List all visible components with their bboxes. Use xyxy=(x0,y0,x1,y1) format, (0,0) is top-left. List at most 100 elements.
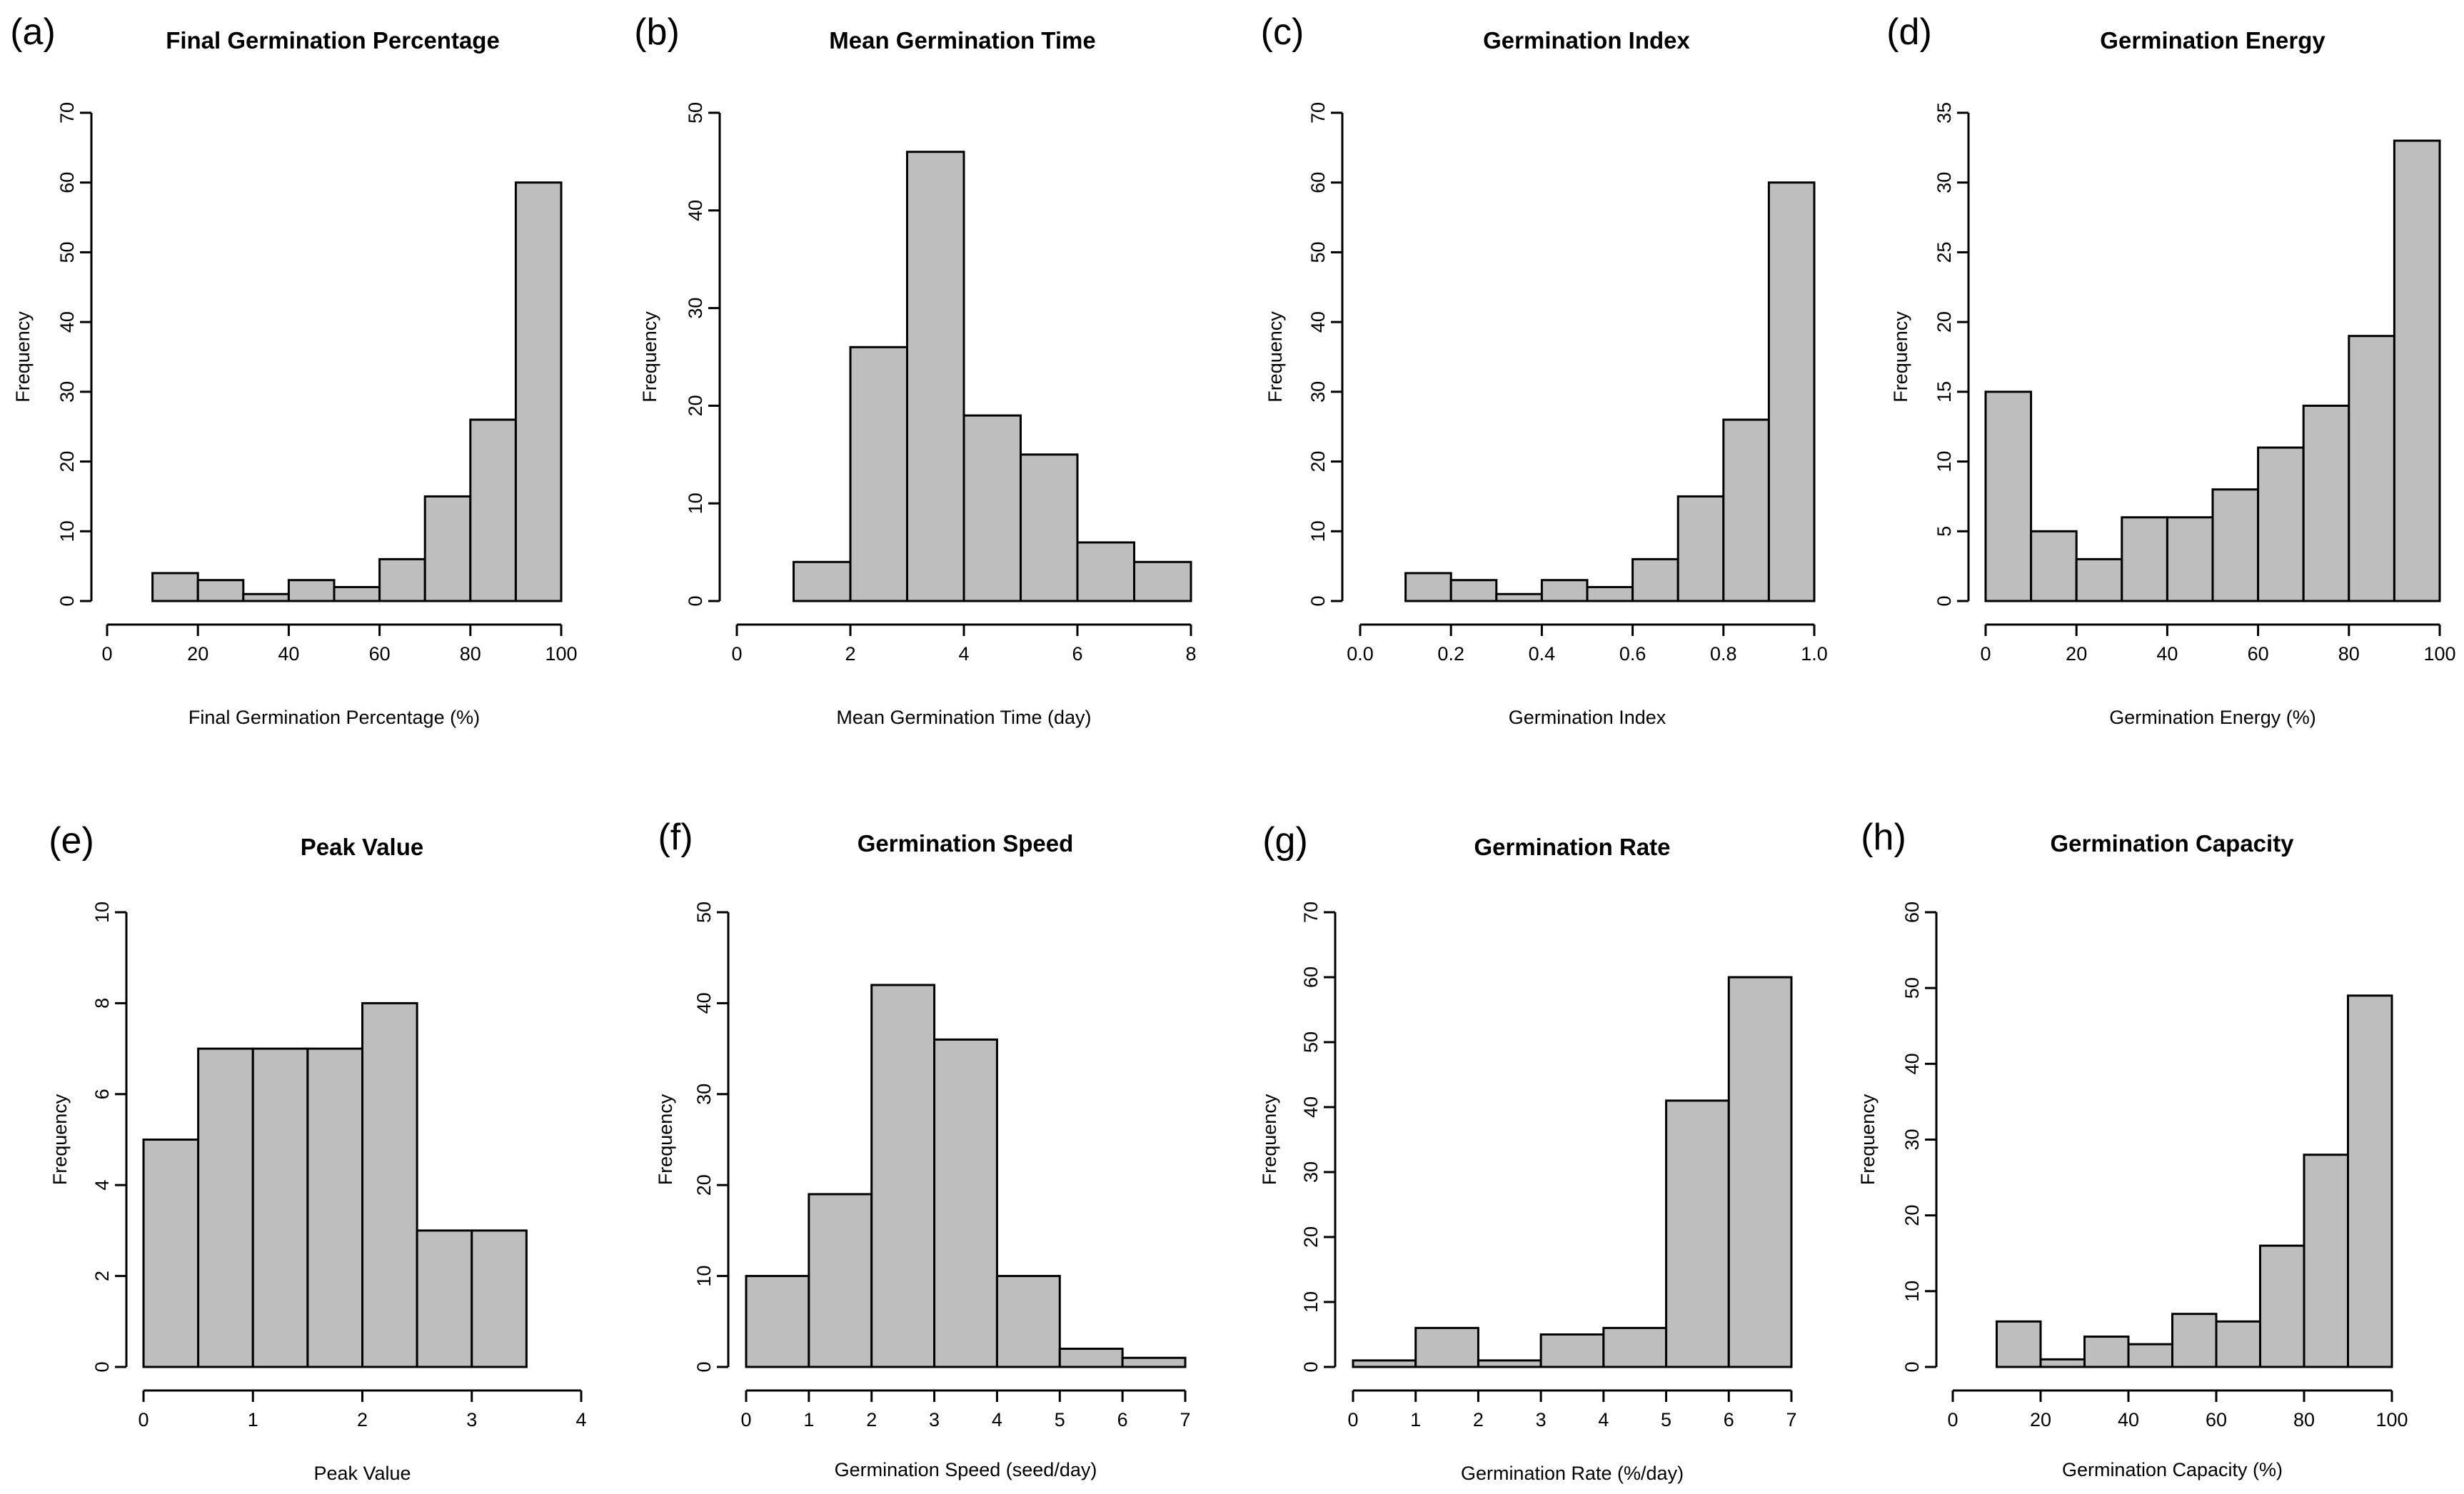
y-axis-label: Frequency xyxy=(639,311,660,403)
histogram-bar xyxy=(962,414,1022,602)
histogram-bar xyxy=(471,1229,528,1368)
y-tick-label: 40 xyxy=(1901,1053,1923,1074)
y-tick-label: 10 xyxy=(1307,520,1329,542)
y-tick-label: 2 xyxy=(91,1271,113,1281)
y-tick-label: 30 xyxy=(1934,172,1955,193)
y-tick-label: 0 xyxy=(1934,595,1955,606)
panel-a: (a) Final Germination Percentage 0 20 40 60 80… xyxy=(10,11,577,728)
x-tick-label: 20 xyxy=(2030,1409,2051,1430)
panel-label: (c) xyxy=(1261,11,1304,53)
x-axis-label: Final Germination Percentage (%) xyxy=(188,707,480,728)
x-tick-label: 4 xyxy=(1598,1409,1609,1430)
y-tick-label: 40 xyxy=(1307,311,1329,333)
x-tick-label: 100 xyxy=(545,643,577,665)
x-tick-label: 60 xyxy=(2248,643,2269,665)
y-tick-label: 40 xyxy=(1300,1096,1322,1118)
x-tick-label: 80 xyxy=(460,643,481,665)
x-tick-label: 4 xyxy=(992,1409,1002,1430)
histogram-bar xyxy=(2171,1313,2218,1368)
chart-title: Germination Energy xyxy=(2100,27,2325,54)
y-tick-label: 0 xyxy=(1300,1361,1322,1372)
histogram-bar xyxy=(1676,495,1725,602)
y-tick-label: 10 xyxy=(693,1266,715,1287)
histogram-bar xyxy=(196,579,245,602)
x-tick-label: 2 xyxy=(866,1409,877,1430)
y-tick-label: 0 xyxy=(1307,595,1329,606)
y-tick-label: 40 xyxy=(693,992,715,1014)
x-tick-label: 4 xyxy=(575,1409,586,1430)
x-tick-label: 80 xyxy=(2293,1409,2315,1430)
y-tick-label: 8 xyxy=(91,998,113,1009)
histogram-bar xyxy=(2121,516,2168,602)
x-tick-label: 2 xyxy=(1473,1409,1484,1430)
y-tick-label: 15 xyxy=(1934,381,1955,403)
panel-label: (h) xyxy=(1861,817,1906,858)
histogram-bar xyxy=(287,579,336,602)
x-tick-label: 1.0 xyxy=(1801,643,1828,665)
histogram-bar xyxy=(2302,404,2350,602)
histogram-bar xyxy=(849,345,908,602)
histogram-bar xyxy=(1722,418,1770,602)
panel-b: (b) Mean Germination Time 0 2 4 6 8 0 10 20 30 40 50… xyxy=(634,11,1196,728)
y-tick-label: 70 xyxy=(1300,902,1322,923)
histogram-bar xyxy=(870,984,936,1368)
y-axis-label: Frequency xyxy=(12,311,34,403)
x-tick-label: 0 xyxy=(740,1409,751,1430)
y-tick-label: 20 xyxy=(693,1174,715,1196)
x-tick-label: 0 xyxy=(1980,643,1991,665)
panel-c: (c) Germination Index 0.0 0.2 0.4 0.6 0.8 1.0 0 1… xyxy=(1261,11,1828,728)
histogram-bar xyxy=(2083,1336,2130,1368)
x-tick-label: 0.0 xyxy=(1347,643,1374,665)
y-tick-label: 50 xyxy=(1300,1031,1322,1053)
x-tick-label: 40 xyxy=(2118,1409,2139,1430)
x-tick-label: 80 xyxy=(2338,643,2360,665)
x-axis-label: Mean Germination Time (day) xyxy=(836,707,1091,728)
y-tick-label: 0 xyxy=(56,595,78,606)
y-tick-label: 30 xyxy=(693,1084,715,1105)
chart-title: Final Germination Percentage xyxy=(166,27,500,54)
y-tick-label: 20 xyxy=(56,451,78,473)
x-tick-label: 7 xyxy=(1180,1409,1190,1430)
histogram-bar xyxy=(1020,453,1079,602)
x-axis-label: Peak Value xyxy=(313,1463,411,1484)
x-tick-label: 6 xyxy=(1724,1409,1734,1430)
histogram-bar xyxy=(333,585,381,602)
histogram-bar xyxy=(2215,1320,2261,1368)
histogram-bar xyxy=(251,1047,309,1368)
y-tick-label: 0 xyxy=(685,595,706,606)
histogram-bar xyxy=(906,151,965,602)
histogram-bar xyxy=(378,557,426,602)
x-tick-label: 0 xyxy=(731,643,742,665)
chart-title: Mean Germination Time xyxy=(829,27,1095,54)
chart-title: Germination Index xyxy=(1483,27,1690,54)
x-tick-label: 0 xyxy=(1347,1409,1358,1430)
histogram-bar xyxy=(1076,541,1135,602)
histogram-bar xyxy=(793,560,852,602)
x-tick-label: 2 xyxy=(357,1409,368,1430)
y-tick-label: 30 xyxy=(685,298,706,319)
histogram-bar xyxy=(361,1001,418,1368)
panel-label: (e) xyxy=(49,820,94,862)
x-tick-label: 5 xyxy=(1661,1409,1671,1430)
histogram-bar xyxy=(1996,1320,2042,1368)
histogram-bar xyxy=(2257,446,2305,602)
x-tick-label: 40 xyxy=(278,643,299,665)
x-tick-label: 100 xyxy=(2423,643,2455,665)
x-tick-label: 8 xyxy=(1185,643,1196,665)
histogram-bar xyxy=(1586,585,1634,602)
histogram-bar xyxy=(2393,139,2441,602)
x-tick-label: 60 xyxy=(369,643,391,665)
y-axis-label: Frequency xyxy=(655,1094,676,1185)
histogram-bar xyxy=(197,1047,254,1368)
histogram-bar xyxy=(2075,557,2123,602)
x-tick-label: 40 xyxy=(2156,643,2178,665)
histogram-bar xyxy=(306,1047,363,1368)
panel-label: (b) xyxy=(634,11,680,53)
y-tick-label: 30 xyxy=(56,381,78,403)
histogram-bar xyxy=(1539,1333,1605,1368)
x-tick-label: 0 xyxy=(1947,1409,1958,1430)
x-tick-label: 20 xyxy=(2066,643,2087,665)
x-tick-label: 3 xyxy=(466,1409,477,1430)
chart-title: Germination Capacity xyxy=(2050,830,2294,857)
